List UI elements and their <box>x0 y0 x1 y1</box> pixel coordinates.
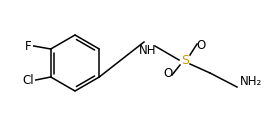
Text: O: O <box>196 39 206 52</box>
Text: S: S <box>181 53 189 67</box>
Text: O: O <box>163 67 173 80</box>
Text: NH₂: NH₂ <box>240 75 262 88</box>
Text: NH: NH <box>139 44 157 57</box>
Text: Cl: Cl <box>22 73 34 86</box>
Text: F: F <box>25 40 32 53</box>
